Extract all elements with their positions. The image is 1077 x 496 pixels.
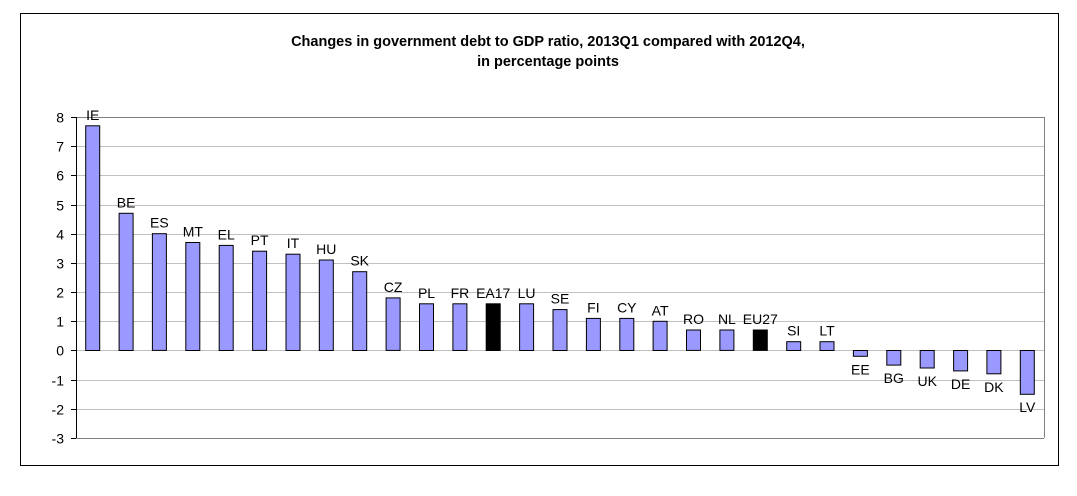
y-tick-label: 3 [56, 256, 64, 272]
category-label-ro: RO [683, 311, 704, 327]
bar-lv [1019, 350, 1035, 395]
bar-de [953, 350, 969, 372]
y-tick-label: 1 [56, 314, 64, 330]
category-label-cy: CY [617, 299, 637, 315]
category-label-se: SE [551, 291, 570, 307]
bar-dk [986, 350, 1002, 375]
category-label-nl: NL [718, 311, 736, 327]
category-label-lt: LT [819, 323, 835, 339]
category-label-pl: PL [418, 285, 435, 301]
bar-bg [886, 350, 902, 366]
bar-pt [252, 250, 268, 351]
category-label-es: ES [150, 215, 169, 231]
bar-it [285, 253, 301, 351]
category-label-dk: DK [984, 379, 1004, 395]
category-label-ea17: EA17 [476, 285, 510, 301]
category-label-si: SI [787, 323, 800, 339]
category-label-fr: FR [451, 285, 470, 301]
bars [85, 125, 1035, 395]
category-label-de: DE [951, 376, 970, 392]
y-tick-label: 6 [56, 168, 64, 184]
category-label-it: IT [287, 235, 300, 251]
category-label-fi: FI [587, 299, 599, 315]
bar-el [218, 244, 234, 351]
chart-subtitle: in percentage points [477, 54, 619, 70]
y-tick-label: -3 [52, 431, 65, 447]
y-tick-label: 4 [56, 227, 64, 243]
bar-fi [585, 317, 601, 351]
y-axis: 8 7 6 5 4 3 2 1 0 -1 -2 -3 [52, 110, 77, 447]
category-label-mt: MT [183, 224, 204, 240]
chart-frame [20, 13, 1059, 466]
y-tick-label: 0 [56, 343, 64, 359]
bar-si [786, 341, 802, 352]
category-label-lv: LV [1019, 399, 1036, 415]
bar-uk [919, 350, 935, 369]
category-labels: IE BE ES MT EL PT IT HU SK CZ PL FR EA17 LU SE FI CY AT RO… [86, 107, 1036, 415]
category-label-el: EL [218, 226, 235, 242]
category-label-sk: SK [350, 253, 369, 269]
bar-at [652, 320, 668, 351]
bar-es [151, 233, 167, 351]
bar-lt [819, 341, 835, 352]
bar-mt [185, 242, 201, 351]
bar-pl [419, 303, 434, 351]
bar-hu [318, 259, 334, 351]
bar-se [552, 309, 568, 352]
bar-nl [719, 329, 735, 351]
category-label-pt: PT [251, 232, 269, 248]
y-tick-label: 5 [56, 198, 64, 214]
category-label-at: AT [652, 302, 669, 318]
category-label-hu: HU [316, 241, 336, 257]
category-label-eu27: EU27 [743, 311, 778, 327]
category-label-lu: LU [518, 285, 536, 301]
category-label-cz: CZ [384, 279, 403, 295]
bar-lu [519, 303, 535, 351]
y-tick-label: -1 [52, 373, 65, 389]
bar-be [118, 212, 134, 351]
y-tick-label: -2 [52, 402, 65, 418]
bar-ie [85, 125, 101, 351]
chart-title: Changes in government debt to GDP ratio,… [291, 34, 805, 50]
y-tick-label: 8 [56, 110, 64, 126]
bar-ea17 [485, 303, 501, 351]
category-label-ie: IE [86, 107, 99, 123]
y-tick-label: 7 [56, 139, 64, 155]
bar-fr [452, 303, 468, 351]
category-label-be: BE [117, 194, 136, 210]
y-tick-label: 2 [56, 285, 64, 301]
bar-cy [619, 317, 635, 351]
category-label-ee: EE [851, 361, 870, 377]
bar-ro [686, 329, 701, 351]
bar-sk [352, 271, 368, 352]
bar-eu27 [752, 329, 768, 351]
bar-ee [852, 350, 868, 357]
gridlines [76, 117, 1045, 439]
category-label-bg: BG [884, 370, 904, 386]
category-label-uk: UK [917, 373, 937, 389]
bar-cz [385, 297, 401, 351]
